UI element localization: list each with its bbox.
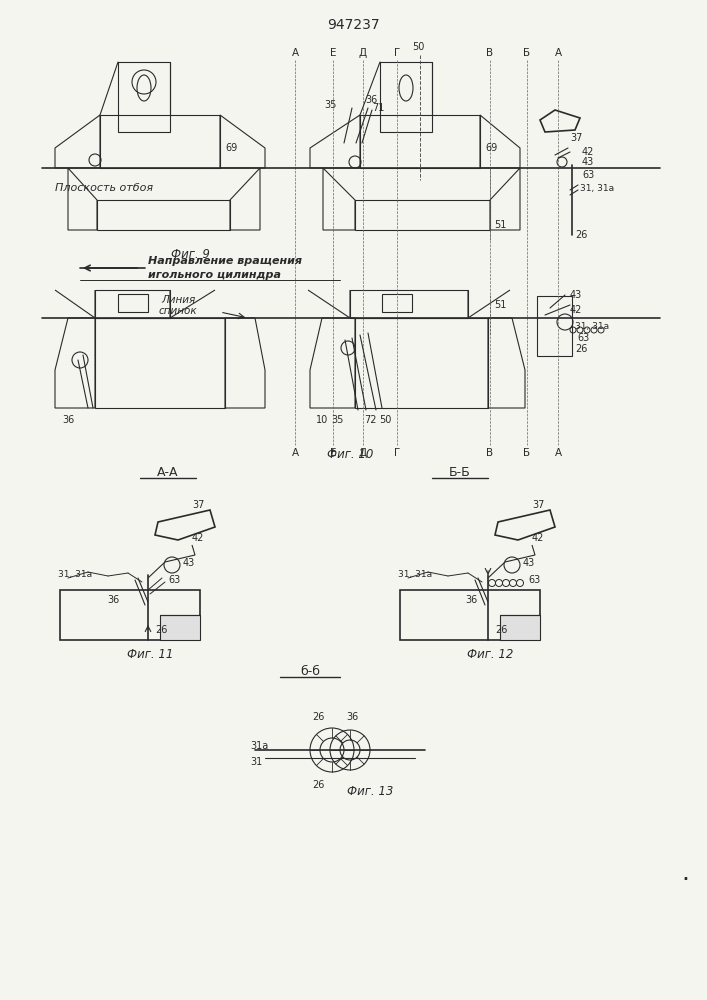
Bar xyxy=(118,62,170,132)
Text: 63: 63 xyxy=(168,575,180,585)
Text: 63: 63 xyxy=(528,575,540,585)
Text: 69: 69 xyxy=(485,143,497,153)
Text: 43: 43 xyxy=(570,290,583,300)
Text: В: В xyxy=(486,448,493,458)
Text: 69: 69 xyxy=(225,143,238,153)
Text: 51: 51 xyxy=(494,300,506,310)
Text: А: А xyxy=(291,48,298,58)
Text: Направление вращения: Направление вращения xyxy=(148,256,302,266)
Text: Б: Б xyxy=(523,448,530,458)
Text: 37: 37 xyxy=(570,133,583,143)
Text: 43: 43 xyxy=(523,558,535,568)
Text: 71: 71 xyxy=(372,103,385,113)
Text: В: В xyxy=(486,48,493,58)
Text: Фиг. 11: Фиг. 11 xyxy=(127,648,173,661)
Text: А: А xyxy=(554,448,561,458)
Text: 43: 43 xyxy=(183,558,195,568)
Text: 31, 31а: 31, 31а xyxy=(575,322,609,331)
Text: Г: Г xyxy=(394,48,400,58)
Text: Е: Е xyxy=(329,48,337,58)
Text: 36: 36 xyxy=(107,595,120,605)
Text: 26: 26 xyxy=(575,344,588,354)
Text: спинок: спинок xyxy=(158,306,197,316)
Text: 37: 37 xyxy=(532,500,544,510)
Text: А-А: А-А xyxy=(157,466,179,479)
Text: 31, 31а: 31, 31а xyxy=(398,570,432,580)
Text: 35: 35 xyxy=(332,415,344,425)
Text: 26: 26 xyxy=(575,230,588,240)
Text: 31, 31а: 31, 31а xyxy=(580,184,614,192)
Text: Г: Г xyxy=(394,448,400,458)
Text: 42: 42 xyxy=(582,147,595,157)
Text: ·: · xyxy=(681,868,689,892)
Text: Фиг. 10: Фиг. 10 xyxy=(327,448,373,461)
Text: 31, 31а: 31, 31а xyxy=(58,570,92,580)
Text: 42: 42 xyxy=(532,533,544,543)
Bar xyxy=(118,294,148,312)
Text: Фиг. 12: Фиг. 12 xyxy=(467,648,513,661)
Text: А: А xyxy=(554,48,561,58)
Polygon shape xyxy=(160,615,200,640)
Text: 42: 42 xyxy=(192,533,204,543)
Polygon shape xyxy=(500,615,540,640)
Text: 36: 36 xyxy=(465,595,477,605)
Text: 31: 31 xyxy=(250,757,262,767)
Text: Фиг. 13: Фиг. 13 xyxy=(347,785,393,798)
Bar xyxy=(537,296,572,356)
Text: 50: 50 xyxy=(411,42,424,52)
Text: 43: 43 xyxy=(582,157,595,167)
Text: 37: 37 xyxy=(192,500,204,510)
Text: Линия: Линия xyxy=(161,295,195,305)
Text: 35: 35 xyxy=(325,100,337,110)
Text: 26: 26 xyxy=(312,780,325,790)
Text: 947237: 947237 xyxy=(327,18,380,32)
Text: Б: Б xyxy=(523,48,530,58)
Text: Д: Д xyxy=(359,448,367,458)
Text: 51: 51 xyxy=(494,220,506,230)
Text: 50: 50 xyxy=(379,415,391,425)
Text: Е: Е xyxy=(329,448,337,458)
Bar xyxy=(380,62,432,132)
Text: 36: 36 xyxy=(62,415,74,425)
Text: А: А xyxy=(291,448,298,458)
Text: Д: Д xyxy=(359,48,367,58)
Text: 63: 63 xyxy=(582,170,595,180)
Text: 31а: 31а xyxy=(250,741,268,751)
Text: 26: 26 xyxy=(155,625,168,635)
Text: игольного цилиндра: игольного цилиндра xyxy=(148,270,281,280)
Text: б-б: б-б xyxy=(300,665,320,678)
Text: 42: 42 xyxy=(570,305,583,315)
Text: Фиг. 9: Фиг. 9 xyxy=(170,248,209,261)
Bar xyxy=(382,294,412,312)
Text: 72: 72 xyxy=(363,415,376,425)
Text: 26: 26 xyxy=(495,625,508,635)
Text: 26: 26 xyxy=(312,712,325,722)
Text: 36: 36 xyxy=(346,712,358,722)
Text: 36: 36 xyxy=(365,95,378,105)
Text: 63: 63 xyxy=(577,333,589,343)
Text: Б-Б: Б-Б xyxy=(449,466,471,479)
Text: 10: 10 xyxy=(316,415,328,425)
Text: Плоскость отбоя: Плоскость отбоя xyxy=(55,183,153,193)
